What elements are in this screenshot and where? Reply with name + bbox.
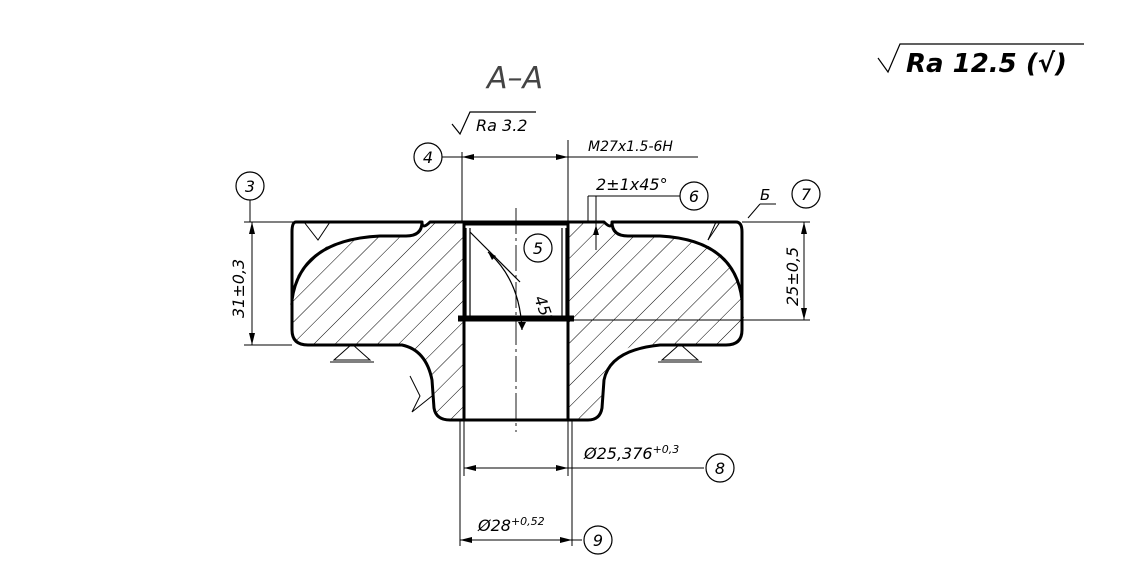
callout-3: 3 (235, 171, 265, 222)
section-body (290, 208, 744, 432)
surface-finish-text: Ra 3.2 (476, 116, 527, 135)
callout-5: 5 (523, 233, 553, 263)
surface-finish-symbol: Ra 3.2 (451, 111, 536, 136)
outer-diameter-dimension: Ø28+0,52 (459, 420, 582, 546)
datum-marker: Б (747, 186, 776, 219)
svg-text:7: 7 (801, 185, 812, 204)
height-left-dimension: 31±0,3 (229, 221, 296, 346)
height-left-text: 31±0,3 (229, 259, 248, 318)
datum-letter: Б (760, 186, 770, 204)
section-title: A–A (485, 61, 543, 96)
svg-text:3: 3 (245, 177, 255, 196)
chamfer-dimension: 2±1x45° (587, 175, 680, 250)
chamfer-text: 2±1x45° (596, 175, 668, 194)
svg-text:4: 4 (423, 148, 433, 167)
callout-7: 7 (791, 179, 821, 209)
outer-dia-text: Ø28+0,52 (477, 515, 545, 535)
height-right-dimension: 25±0,5 (570, 221, 810, 321)
callout-4: 4 (413, 142, 443, 172)
thread-dimension: M27x1.5-6H (442, 139, 698, 222)
general-roughness-text: Ra 12.5 (√) (906, 49, 1067, 79)
thread-text: M27x1.5-6H (588, 139, 673, 155)
general-roughness-symbol: Ra 12.5 (√) (877, 43, 1084, 79)
svg-text:9: 9 (593, 531, 603, 550)
callout-8: 8 (705, 453, 735, 483)
roughness-marks (303, 221, 721, 413)
bore-diameter-dimension: Ø25,376+0,3 (463, 420, 704, 476)
svg-text:5: 5 (533, 239, 543, 258)
svg-text:6: 6 (689, 187, 699, 206)
callout-9: 9 (583, 525, 613, 555)
bore-dia-text: Ø25,376+0,3 (583, 443, 679, 463)
callout-6: 6 (679, 181, 709, 211)
svg-text:8: 8 (715, 459, 725, 478)
height-right-text: 25±0,5 (783, 247, 802, 306)
